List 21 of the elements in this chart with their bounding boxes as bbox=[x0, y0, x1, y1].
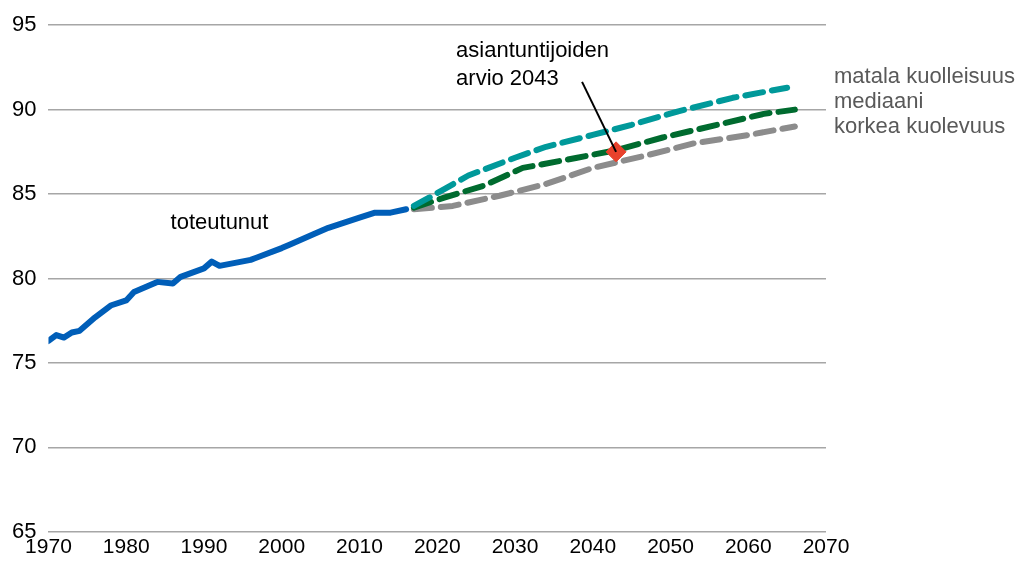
x-tick-label: 2070 bbox=[802, 534, 850, 558]
y-tick-label: 70 bbox=[11, 433, 37, 459]
x-tick-label: 2020 bbox=[413, 534, 461, 558]
x-tick-label: 2050 bbox=[647, 534, 694, 558]
y-tick-label: 90 bbox=[11, 95, 37, 121]
annotation: asiantuntijoiden arvio 2043 bbox=[456, 36, 609, 90]
y-tick-label: 85 bbox=[11, 180, 37, 206]
x-tick-label: 2030 bbox=[491, 534, 539, 558]
series-label: korkea kuolevuus bbox=[834, 112, 1006, 138]
y-tick-label: 95 bbox=[11, 11, 37, 37]
x-tick-label: 2040 bbox=[569, 534, 617, 558]
series-label: mediaani bbox=[834, 87, 924, 113]
y-tick-label: 80 bbox=[11, 264, 37, 290]
x-tick-label: 1990 bbox=[180, 534, 228, 558]
x-tick-label: 1980 bbox=[102, 534, 150, 558]
y-tick-label: 75 bbox=[11, 349, 37, 374]
x-tick-label: 2000 bbox=[258, 534, 306, 558]
series-label: toteutunut bbox=[170, 208, 269, 234]
x-tick-label: 2010 bbox=[336, 534, 383, 558]
x-tick-label: 2060 bbox=[724, 534, 772, 558]
text: matala kuolleisuus bbox=[834, 62, 1015, 88]
